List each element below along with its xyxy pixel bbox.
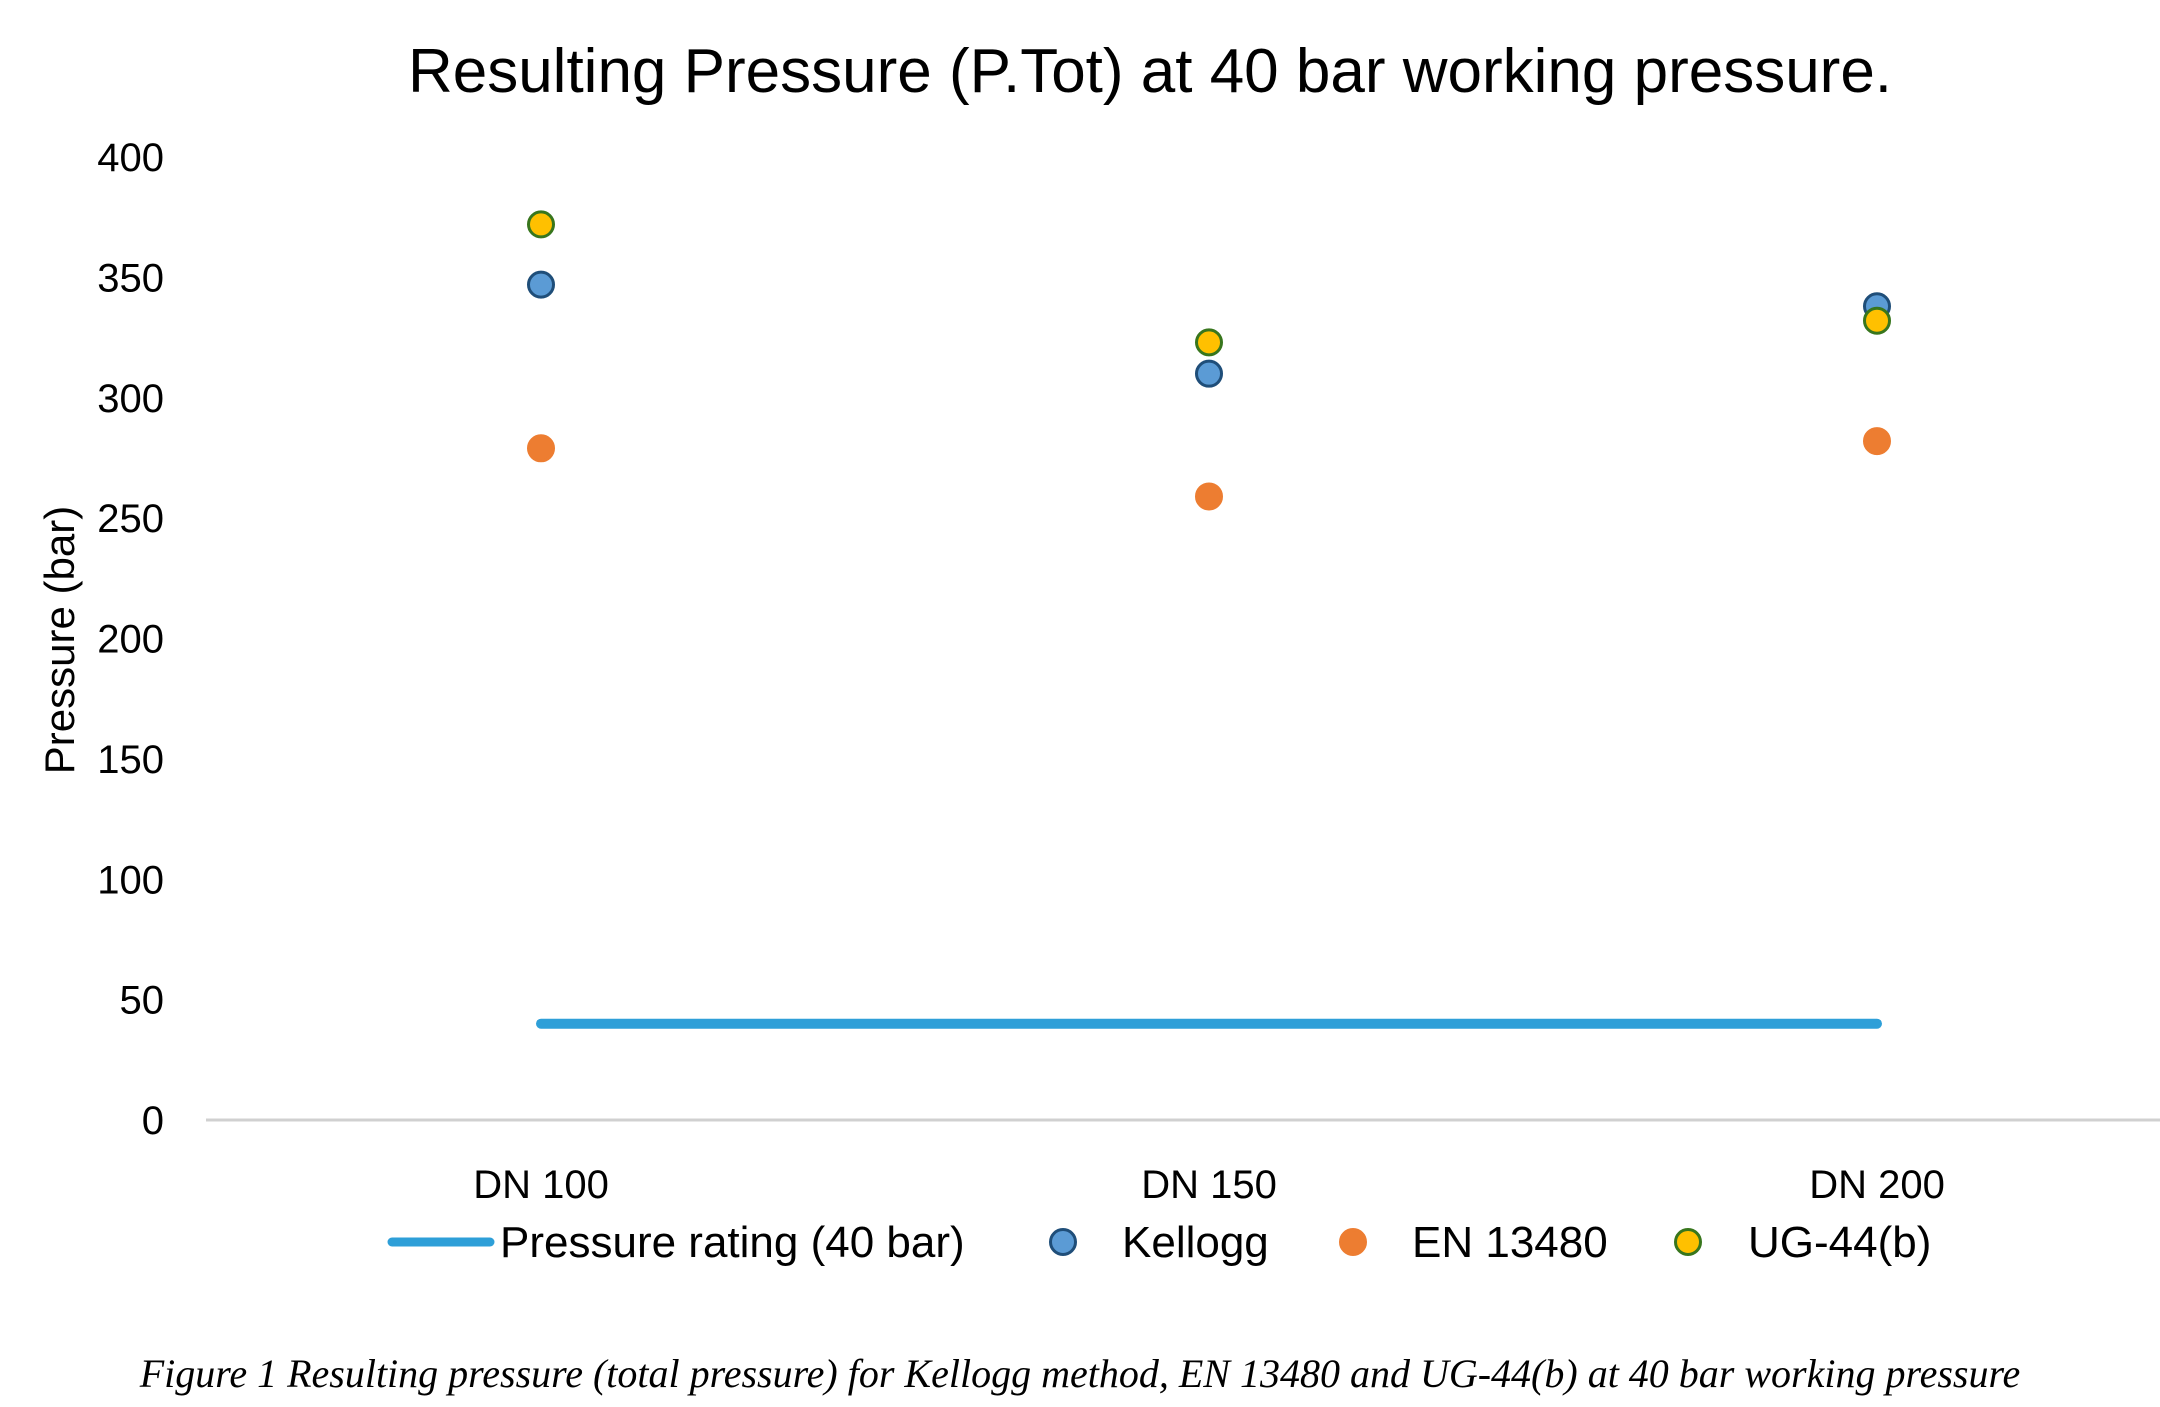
en-13480-point (1195, 482, 1223, 511)
x-tick-label: DN 150 (1141, 1163, 1277, 1207)
x-tick-label: DN 200 (1809, 1163, 1945, 1207)
y-tick-label: 200 (97, 618, 164, 662)
legend-swatch-kellogg (1049, 1228, 1077, 1256)
figure-caption: Figure 1 Resulting pressure (total press… (139, 1351, 2021, 1396)
y-tick-label: 400 (97, 136, 164, 180)
legend: Pressure rating (40 bar) Kellogg EN 13480 U… (387, 1218, 1931, 1267)
y-tick-label: 250 (97, 497, 164, 541)
y-tick-label: 350 (97, 256, 164, 300)
y-axis-ticks: 0 50 100 150 200 250 300 350 400 (97, 136, 164, 1143)
kellogg-point (527, 270, 555, 299)
ug-44-b-point (1195, 328, 1223, 357)
y-tick-label: 300 (97, 377, 164, 421)
legend-label-en-13480: EN 13480 (1412, 1218, 1608, 1267)
y-tick-label: 50 (120, 979, 165, 1023)
legend-swatch-en-13480 (1339, 1228, 1367, 1256)
y-tick-label: 0 (142, 1099, 164, 1143)
legend-swatch-ug-44-b (1674, 1228, 1702, 1256)
ug-44-b-point (1863, 306, 1891, 335)
en-13480-point (527, 434, 555, 463)
x-tick-label: DN 100 (473, 1163, 609, 1207)
plot-series (527, 210, 1891, 1029)
legend-label-kellogg: Kellogg (1122, 1218, 1269, 1267)
chart-title: Resulting Pressure (P.Tot) at 40 bar wor… (408, 37, 1892, 106)
y-tick-label: 150 (97, 738, 164, 782)
kellogg-point (1195, 359, 1223, 388)
en-13480-point (1863, 427, 1891, 456)
y-axis-label: Pressure (bar) (36, 506, 83, 774)
ug-44-b-point (527, 210, 555, 239)
legend-label-ug-44-b: UG-44(b) (1748, 1218, 1931, 1267)
legend-label-pressure-rating-40-bar: Pressure rating (40 bar) (500, 1218, 965, 1267)
y-tick-label: 100 (97, 858, 164, 902)
x-axis-ticks: DN 100 DN 150 DN 200 (473, 1163, 1945, 1207)
